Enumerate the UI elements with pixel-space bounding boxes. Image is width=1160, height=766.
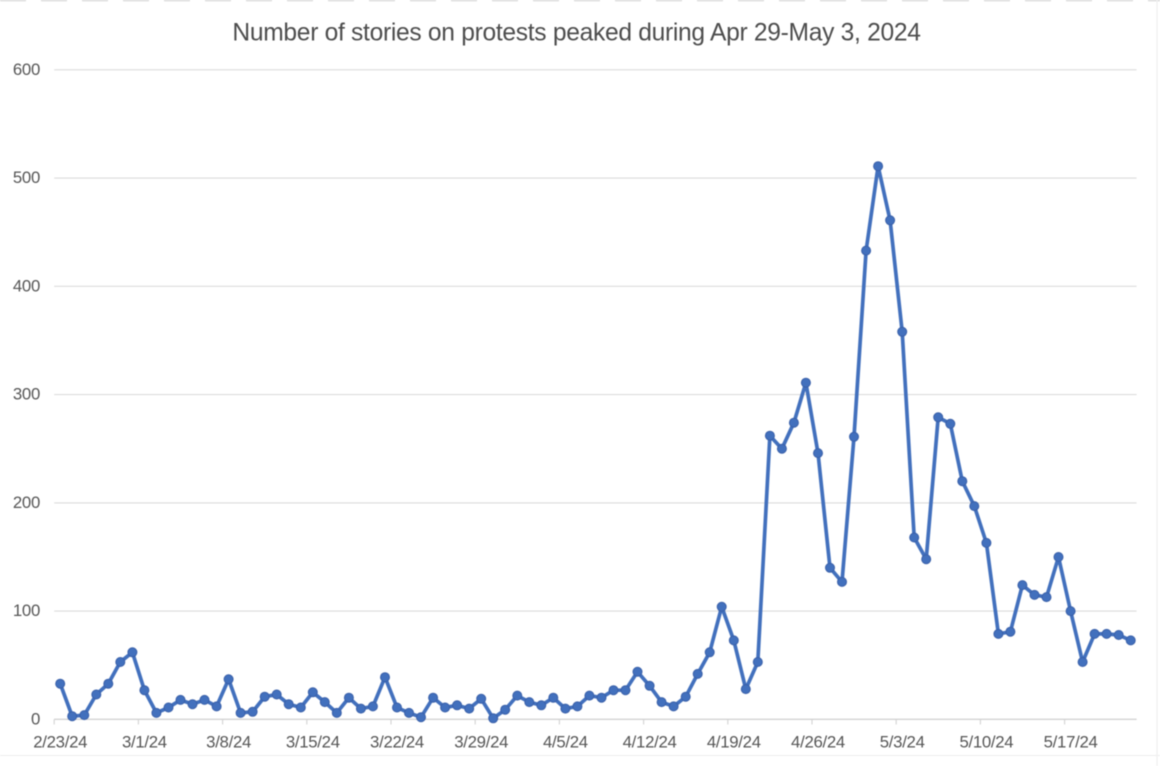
- svg-text:3/22/24: 3/22/24: [370, 733, 424, 752]
- svg-text:4/12/24: 4/12/24: [623, 733, 677, 752]
- svg-text:5/3/24: 5/3/24: [880, 733, 925, 752]
- svg-text:3/1/24: 3/1/24: [122, 733, 167, 752]
- svg-text:100: 100: [13, 601, 40, 620]
- svg-text:4/5/24: 4/5/24: [543, 733, 588, 752]
- svg-text:Number of stories on protests: Number of stories on protests peaked dur…: [232, 19, 920, 46]
- svg-text:3/29/24: 3/29/24: [454, 733, 508, 752]
- svg-text:0: 0: [31, 709, 40, 728]
- svg-text:4/26/24: 4/26/24: [791, 733, 845, 752]
- svg-text:2/23/24: 2/23/24: [33, 733, 87, 752]
- svg-text:300: 300: [13, 385, 40, 404]
- svg-text:400: 400: [13, 276, 40, 295]
- svg-text:5/10/24: 5/10/24: [959, 733, 1013, 752]
- svg-text:3/8/24: 3/8/24: [206, 733, 251, 752]
- svg-text:5/17/24: 5/17/24: [1044, 733, 1098, 752]
- svg-text:3/15/24: 3/15/24: [286, 733, 340, 752]
- svg-text:500: 500: [13, 168, 40, 187]
- svg-text:200: 200: [13, 493, 40, 512]
- svg-text:600: 600: [13, 60, 40, 79]
- svg-text:4/19/24: 4/19/24: [707, 733, 761, 752]
